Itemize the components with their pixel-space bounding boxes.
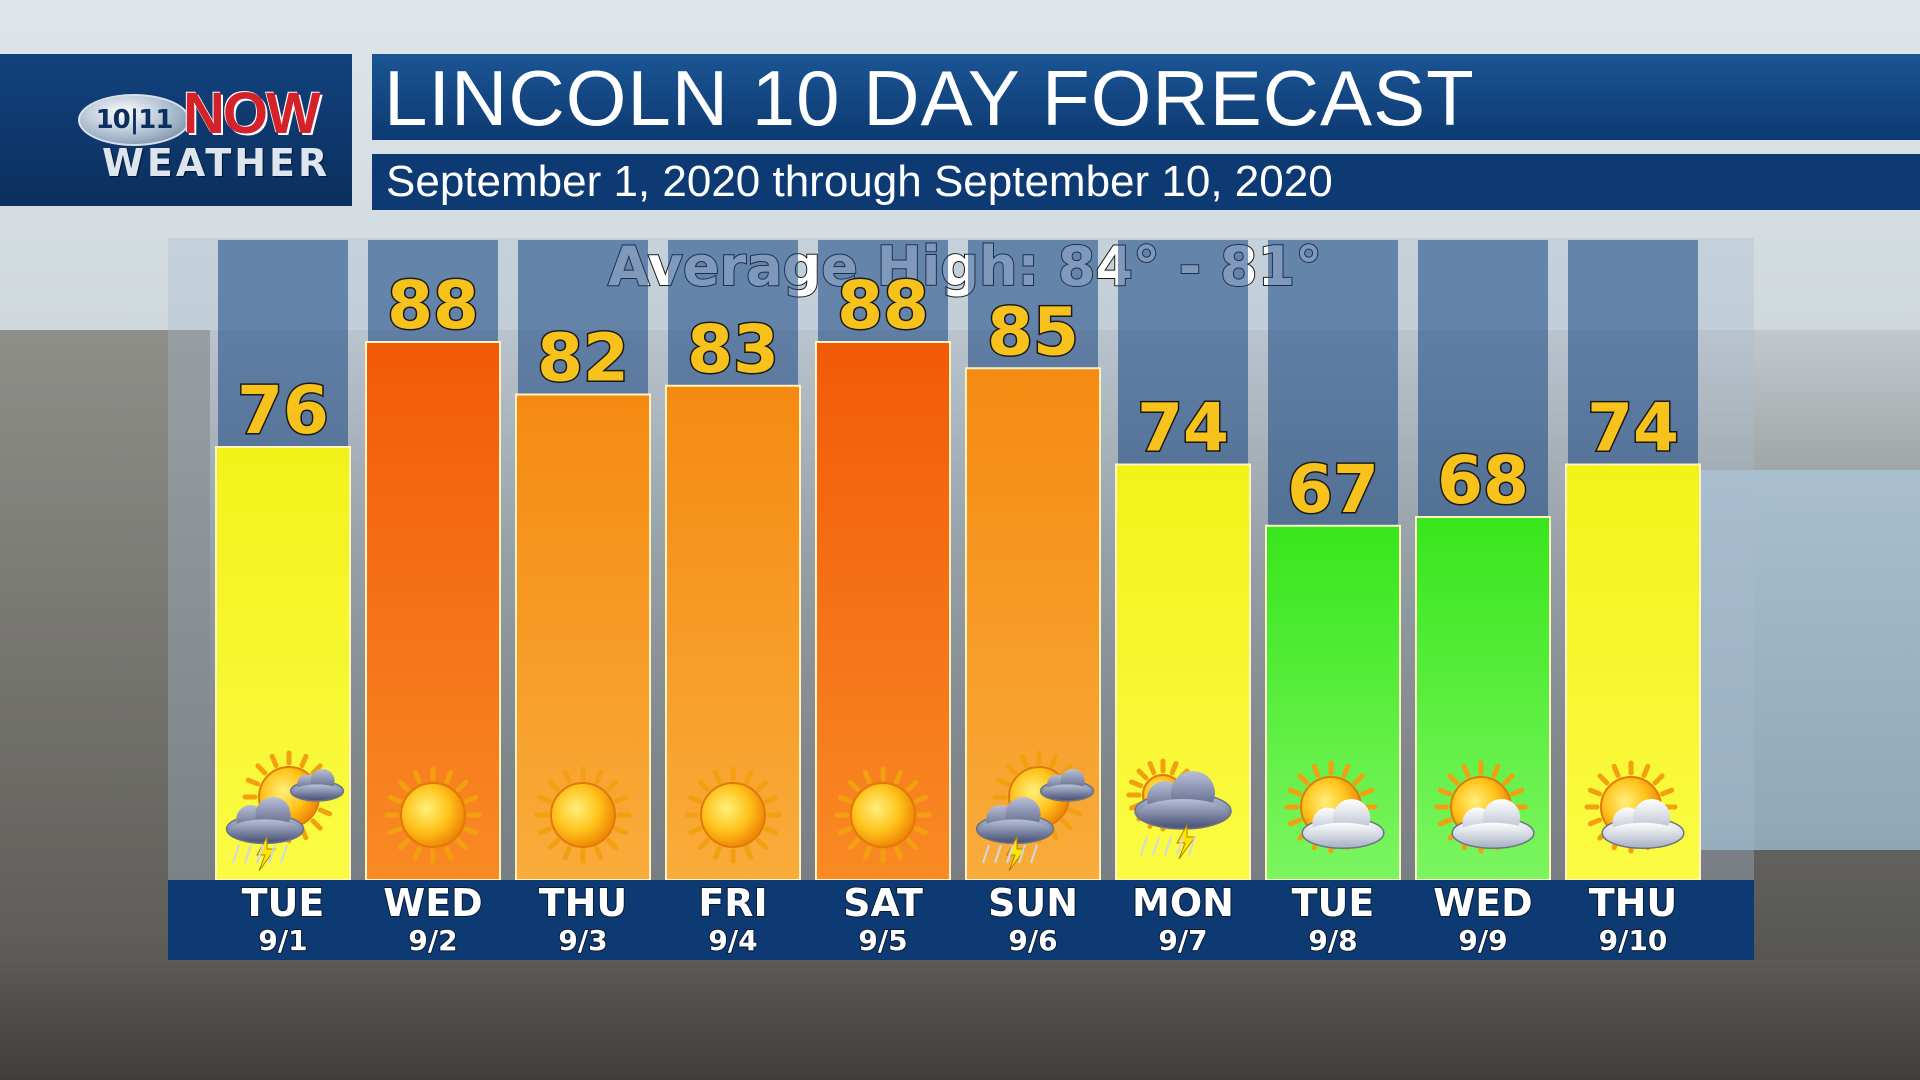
- station-logo: 10|11 NOW WEATHER: [0, 54, 352, 206]
- temperature-value: 74: [1587, 390, 1679, 467]
- day-label: SAT: [843, 881, 923, 925]
- temperature-value: 88: [387, 267, 479, 344]
- day-label: WED: [383, 881, 482, 925]
- date-label: 9/7: [1158, 924, 1207, 957]
- day-label-strip: [168, 880, 1754, 960]
- day-label: MON: [1132, 881, 1234, 925]
- logo-now-text: NOW: [183, 81, 321, 146]
- partly-cloudy-icon: [1434, 760, 1535, 854]
- sun-icon: [684, 766, 782, 864]
- temperature-bar: [365, 341, 501, 881]
- date-label: 9/1: [258, 924, 307, 957]
- day-label: THU: [539, 881, 628, 925]
- temperature-value: 88: [837, 267, 929, 344]
- page-subtitle: September 1, 2020 through September 10, …: [386, 157, 1333, 206]
- partly-cloudy-icon: [1284, 760, 1385, 854]
- temperature-value: 82: [537, 320, 629, 397]
- temperature-value: 76: [237, 372, 329, 449]
- sun-icon: [834, 766, 932, 864]
- temperature-value: 85: [987, 293, 1079, 370]
- title-bar: LINCOLN 10 DAY FORECAST: [372, 54, 1920, 140]
- day-label: WED: [1433, 881, 1532, 925]
- date-label: 9/5: [858, 924, 907, 957]
- temperature-value: 74: [1137, 390, 1229, 467]
- date-label: 9/8: [1308, 924, 1357, 957]
- partly-cloudy-icon: [1584, 760, 1685, 854]
- sun-icon: [384, 766, 482, 864]
- date-label: 9/9: [1458, 924, 1507, 957]
- date-label: 9/3: [558, 924, 607, 957]
- sun-storm-icon: [975, 750, 1095, 872]
- logo-channel-number: 10|11: [78, 94, 190, 146]
- date-label: 9/4: [708, 924, 757, 957]
- subtitle-bar: September 1, 2020 through September 10, …: [372, 154, 1920, 210]
- date-label: 9/6: [1008, 924, 1057, 957]
- temperature-value: 67: [1287, 451, 1379, 528]
- sun-storm-icon: [225, 750, 345, 872]
- temperature-value: 83: [687, 311, 779, 388]
- date-label: 9/2: [408, 924, 457, 957]
- day-label: SUN: [988, 881, 1078, 925]
- logo-weather-text: WEATHER: [102, 141, 331, 185]
- day-label: FRI: [698, 881, 767, 925]
- page-title: LINCOLN 10 DAY FORECAST: [384, 54, 1475, 142]
- day-label: TUE: [242, 881, 325, 925]
- temperature-value: 68: [1437, 442, 1529, 519]
- sun-icon: [534, 766, 632, 864]
- day-label: THU: [1589, 881, 1678, 925]
- storm-rain-icon: [1126, 758, 1232, 860]
- background-rooftops: [0, 960, 1920, 1080]
- day-label: TUE: [1292, 881, 1375, 925]
- date-label: 9/10: [1599, 924, 1668, 957]
